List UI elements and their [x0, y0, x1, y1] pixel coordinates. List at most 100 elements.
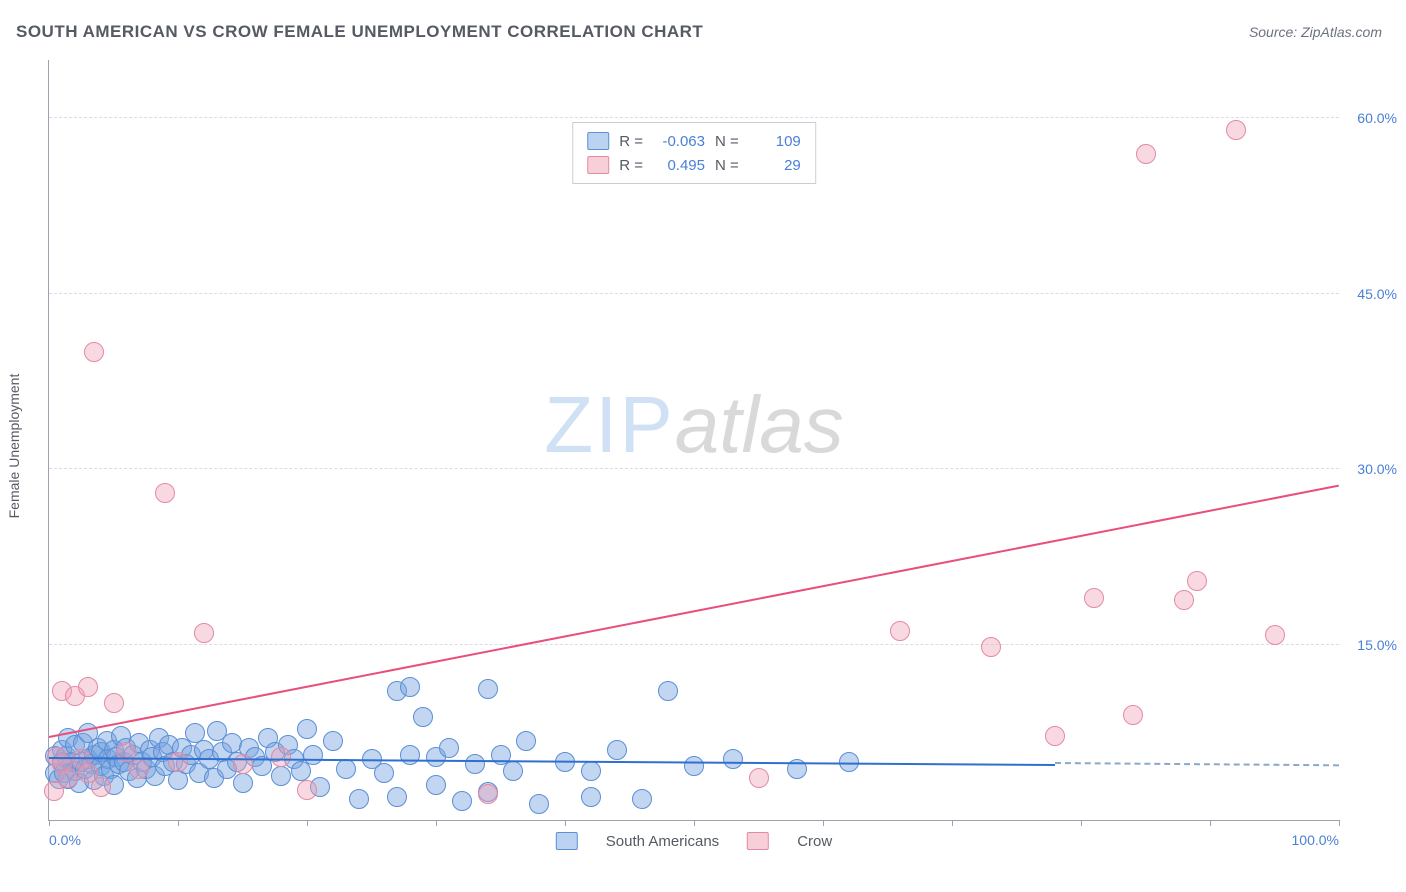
r-value-blue: -0.063 [653, 133, 705, 150]
data-point-blue [529, 794, 549, 814]
x-tick [1081, 820, 1082, 826]
x-tick [1210, 820, 1211, 826]
data-point-blue [297, 719, 317, 739]
n-value-blue: 109 [749, 133, 801, 150]
data-point-blue [581, 761, 601, 781]
data-point-pink [1045, 726, 1065, 746]
data-point-blue [426, 775, 446, 795]
data-point-blue [303, 745, 323, 765]
x-tick [178, 820, 179, 826]
data-point-pink [1136, 144, 1156, 164]
series-legend: South Americans Crow [556, 832, 832, 850]
data-point-blue [516, 731, 536, 751]
x-tick [694, 820, 695, 826]
n-label: N = [715, 157, 739, 174]
data-point-blue [632, 789, 652, 809]
data-point-pink [890, 621, 910, 641]
legend-label-blue: South Americans [606, 833, 719, 850]
grid-line [49, 293, 1339, 294]
x-tick [1339, 820, 1340, 826]
data-point-pink [1265, 625, 1285, 645]
data-point-blue [233, 773, 253, 793]
data-point-blue [658, 681, 678, 701]
data-point-pink [478, 784, 498, 804]
y-tick-label: 30.0% [1347, 461, 1397, 477]
data-point-pink [1084, 588, 1104, 608]
data-point-blue [400, 677, 420, 697]
legend-swatch-blue [587, 132, 609, 150]
chart-title: SOUTH AMERICAN VS CROW FEMALE UNEMPLOYME… [16, 22, 703, 42]
watermark: ZIPatlas [544, 379, 843, 471]
data-point-pink [981, 637, 1001, 657]
stats-row-blue: R = -0.063 N = 109 [587, 129, 801, 153]
legend-label-pink: Crow [797, 833, 832, 850]
watermark-zip: ZIP [544, 380, 674, 469]
n-value-pink: 29 [749, 157, 801, 174]
x-tick-label: 100.0% [1292, 832, 1339, 848]
data-point-blue [323, 731, 343, 751]
data-point-pink [297, 780, 317, 800]
x-tick [49, 820, 50, 826]
watermark-atlas: atlas [675, 380, 844, 469]
data-point-blue [452, 791, 472, 811]
data-point-blue [439, 738, 459, 758]
data-point-pink [58, 768, 78, 788]
trend-line [1055, 762, 1339, 768]
data-point-pink [1123, 705, 1143, 725]
data-point-blue [374, 763, 394, 783]
data-point-blue [684, 756, 704, 776]
x-tick [823, 820, 824, 826]
data-point-pink [168, 752, 188, 772]
plot-area: ZIPatlas R = -0.063 N = 109 R = 0.495 N … [48, 60, 1339, 821]
grid-line [49, 644, 1339, 645]
data-point-pink [78, 677, 98, 697]
legend-swatch-blue [556, 832, 578, 850]
data-point-blue [465, 754, 485, 774]
x-tick [952, 820, 953, 826]
data-point-blue [581, 787, 601, 807]
x-tick [307, 820, 308, 826]
n-label: N = [715, 133, 739, 150]
data-point-pink [749, 768, 769, 788]
data-point-pink [104, 693, 124, 713]
legend-swatch-pink [747, 832, 769, 850]
data-point-blue [413, 707, 433, 727]
y-tick-label: 15.0% [1347, 637, 1397, 653]
data-point-blue [349, 789, 369, 809]
data-point-blue [503, 761, 523, 781]
stats-legend: R = -0.063 N = 109 R = 0.495 N = 29 [572, 122, 816, 184]
legend-swatch-pink [587, 156, 609, 174]
data-point-pink [1187, 571, 1207, 591]
grid-line [49, 468, 1339, 469]
data-point-blue [723, 749, 743, 769]
grid-line [49, 117, 1339, 118]
data-point-blue [271, 766, 291, 786]
data-point-blue [387, 787, 407, 807]
y-tick-label: 45.0% [1347, 286, 1397, 302]
data-point-blue [478, 679, 498, 699]
data-point-pink [271, 747, 291, 767]
data-point-pink [1226, 120, 1246, 140]
r-label: R = [619, 157, 643, 174]
data-point-blue [336, 759, 356, 779]
data-point-pink [91, 777, 111, 797]
data-point-pink [1174, 590, 1194, 610]
data-point-blue [607, 740, 627, 760]
data-point-pink [84, 342, 104, 362]
data-point-pink [194, 623, 214, 643]
r-label: R = [619, 133, 643, 150]
x-tick-label: 0.0% [49, 832, 81, 848]
y-tick-label: 60.0% [1347, 110, 1397, 126]
data-point-pink [129, 759, 149, 779]
stats-row-pink: R = 0.495 N = 29 [587, 153, 801, 177]
x-tick [565, 820, 566, 826]
data-point-blue [291, 761, 311, 781]
data-point-pink [233, 754, 253, 774]
trend-line [49, 485, 1339, 738]
r-value-pink: 0.495 [653, 157, 705, 174]
y-axis-title: Female Unemployment [6, 374, 22, 519]
chart-container: SOUTH AMERICAN VS CROW FEMALE UNEMPLOYME… [0, 0, 1406, 892]
x-tick [436, 820, 437, 826]
data-point-pink [155, 483, 175, 503]
source-label: Source: ZipAtlas.com [1249, 24, 1382, 40]
